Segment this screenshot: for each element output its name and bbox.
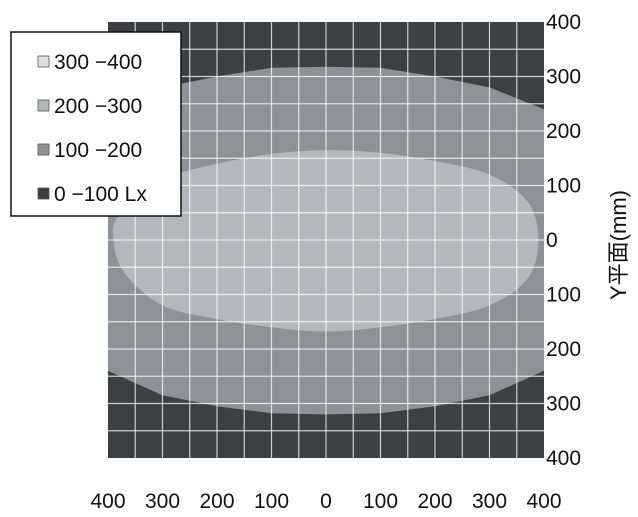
x-tick-label: 100 [254, 490, 289, 513]
y-tick-labels: 400 300 200 100 0 100 200 300 400 [546, 11, 581, 470]
legend-item: 200 −300 [37, 95, 142, 118]
x-tick-label: 400 [90, 490, 125, 513]
y-axis-label: Y平面(mm) [606, 190, 631, 300]
y-tick-label: 100 [546, 284, 581, 307]
legend-swatch [37, 143, 50, 156]
x-tick-label: 100 [363, 490, 398, 513]
x-tick-label: 300 [472, 490, 507, 513]
legend-swatch [37, 99, 50, 112]
y-tick-label: 100 [546, 175, 581, 198]
x-tick-labels: 400 300 200 100 0 100 200 300 400 [90, 490, 561, 513]
y-tick-label: 200 [546, 338, 581, 361]
legend-swatch [37, 55, 50, 68]
x-tick-label: 300 [145, 490, 180, 513]
y-tick-label: 300 [546, 66, 581, 89]
y-tick-label: 400 [546, 11, 581, 34]
legend-item: 0 −100 Lx [37, 183, 147, 206]
legend-item: 300 −400 [37, 51, 142, 74]
x-tick-label: 0 [320, 490, 332, 513]
legend-item: 100 −200 [37, 139, 142, 162]
legend: 300 −400 200 −300 100 −200 0 −100 Lx [10, 31, 182, 217]
y-tick-label: 200 [546, 120, 581, 143]
legend-swatch [37, 187, 50, 200]
x-tick-label: 200 [417, 490, 452, 513]
x-tick-label: 400 [526, 490, 561, 513]
x-tick-label: 200 [199, 490, 234, 513]
y-tick-label: 300 [546, 393, 581, 416]
legend-label: 300 −400 [54, 51, 142, 74]
legend-label: 100 −200 [54, 139, 142, 162]
legend-items: 300 −400 200 −300 100 −200 0 −100 Lx [37, 51, 147, 206]
legend-label: 0 −100 Lx [54, 183, 147, 206]
y-tick-label: 0 [546, 229, 558, 252]
y-tick-label: 400 [546, 447, 581, 470]
legend-label: 200 −300 [54, 95, 142, 118]
